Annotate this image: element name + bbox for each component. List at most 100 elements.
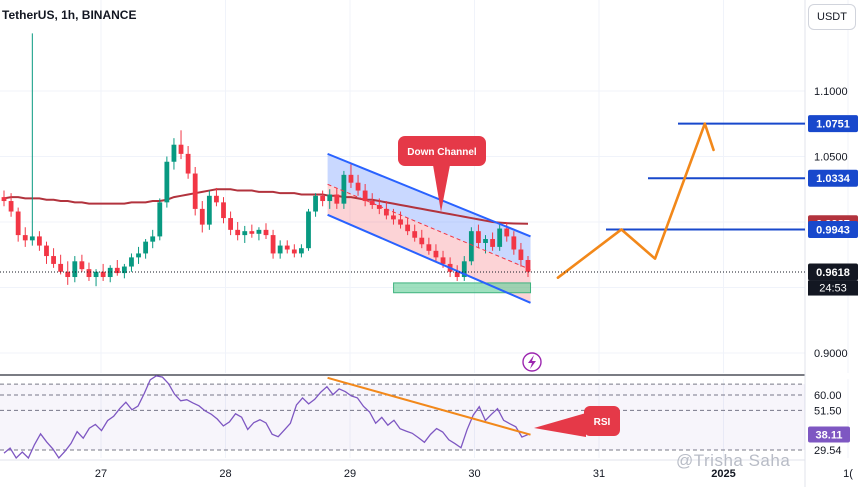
time-tick-label: 30: [468, 468, 480, 480]
author-watermark: @Trisha Saha: [676, 451, 791, 470]
candle-body: [291, 249, 297, 254]
candle-body: [362, 190, 368, 202]
candle-body: [121, 266, 127, 274]
candle-body: [440, 257, 446, 264]
callout-label: RSI: [594, 417, 611, 428]
candle-body: [157, 202, 163, 237]
candle-body: [348, 174, 354, 183]
candle-body: [93, 271, 99, 278]
candle-body: [143, 241, 149, 254]
candle-body: [433, 250, 439, 258]
callout-label: Down Channel: [407, 147, 477, 158]
time-tick-label: 29: [344, 468, 356, 480]
price-badge-text: 1.0751: [816, 119, 850, 131]
candle-body: [454, 271, 460, 278]
rsi-value-badge: 38.11: [808, 426, 850, 443]
time-tick-label: 1(: [843, 468, 853, 480]
candle-body: [306, 211, 311, 249]
candle-body: [235, 229, 241, 236]
price-scale-badge: 0.9943: [808, 220, 858, 238]
candle-body: [256, 229, 262, 234]
candle-body: [86, 269, 92, 278]
price-tick-label: 1.0500: [814, 152, 848, 164]
symbol-title: TetherUS, 1h, BINANCE: [2, 8, 137, 22]
candle-body: [171, 144, 177, 162]
channel-upper-line: [327, 152, 531, 238]
candle-body: [284, 245, 290, 250]
candle-body: [525, 259, 531, 272]
time-tick-label: 28: [219, 468, 231, 480]
candle-body: [51, 256, 56, 264]
candle-body: [164, 161, 170, 203]
rsi-trendline: [327, 376, 531, 436]
candle-body: [114, 267, 120, 274]
countdown-text: 24:53: [819, 283, 847, 295]
candle-body: [37, 236, 42, 246]
candle-body: [327, 194, 333, 202]
candle-body: [242, 231, 248, 236]
candle-body: [249, 231, 255, 234]
candle-body: [320, 195, 326, 202]
candle-body: [58, 263, 64, 272]
time-tick-label: 2025: [711, 468, 735, 480]
candle-body: [72, 261, 78, 278]
price-scale-badge: 1.0334: [808, 169, 858, 187]
channel-mid-line: [327, 183, 531, 271]
candle-body: [461, 261, 467, 278]
candle-body: [504, 228, 510, 237]
callout-box: [398, 136, 486, 166]
candle-body: [150, 236, 156, 242]
candle-body: [178, 144, 184, 154]
price-badge-text: 0.9618: [816, 267, 850, 279]
rsi-callout: RSI: [534, 406, 620, 437]
rsi-level-label: 51.50: [814, 405, 842, 417]
candle-body: [334, 194, 340, 204]
candle-body: [468, 231, 474, 262]
candle-body: [277, 245, 283, 254]
candle-body: [391, 215, 396, 220]
projection-arrow: [556, 122, 715, 279]
callout-pointer: [534, 413, 586, 437]
candle-body: [136, 253, 141, 258]
price-scale-badge: 0.9618 24:53: [808, 263, 858, 296]
candle-body: [398, 219, 403, 225]
rsi-band: [0, 384, 805, 450]
candle-body: [270, 235, 276, 254]
candle-body: [206, 195, 212, 225]
candle-body: [490, 239, 495, 247]
candle-body: [476, 231, 481, 243]
candle-body: [29, 236, 35, 241]
candle-body: [228, 218, 233, 230]
candle-body: [100, 271, 106, 278]
moving-average-line: [3, 188, 529, 225]
rsi-tick-label: 29.54: [814, 445, 842, 457]
candle-body: [129, 257, 134, 267]
price-tick-label: 1.1000: [814, 86, 848, 98]
candle-body: [65, 271, 71, 278]
rsi-badge-text: 38.11: [816, 430, 843, 442]
callout-box: [584, 406, 620, 436]
candle-body: [1, 197, 7, 202]
candle-body: [383, 208, 389, 216]
candle-body: [299, 248, 304, 254]
rsi-tick-label: 60.00: [814, 390, 842, 402]
price-badge-text: 0.9943: [816, 224, 850, 236]
rsi-line: [3, 375, 529, 460]
candle-body: [44, 245, 49, 257]
candle-body: [376, 204, 382, 209]
candle-body: [107, 267, 113, 278]
lightning-icon: [522, 352, 542, 372]
candle-body: [412, 231, 418, 238]
candle-body: [192, 173, 198, 209]
candle-body: [518, 249, 524, 260]
candle-body: [341, 174, 347, 204]
candle-body: [185, 153, 191, 174]
callout-pointer: [433, 165, 450, 212]
down-channel-callout: Down Channel: [398, 136, 486, 212]
currency-button[interactable]: USDT: [808, 4, 856, 30]
price-tick-label: 0.9000: [814, 348, 848, 360]
candle-body: [22, 235, 28, 241]
candle-body: [221, 202, 226, 219]
price-scale-badge: 1.0751: [808, 115, 858, 133]
